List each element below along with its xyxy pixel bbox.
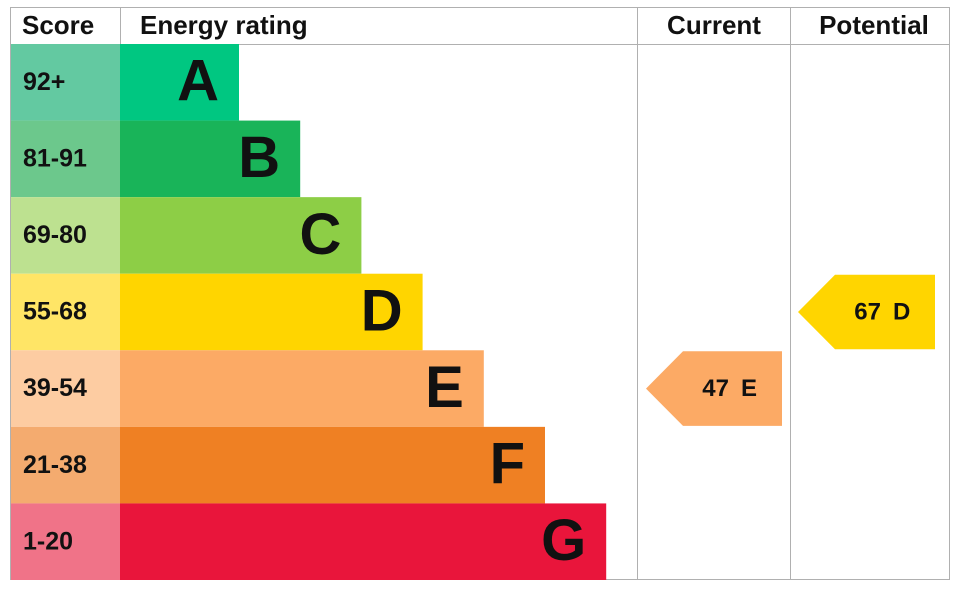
score-label: 39-54	[23, 374, 87, 402]
score-label: 55-68	[23, 298, 87, 326]
current-value: 47	[702, 375, 729, 402]
rating-bar	[120, 350, 484, 427]
potential-value: 67	[854, 298, 881, 325]
rating-letter: A	[177, 49, 219, 114]
rating-bar	[120, 44, 239, 121]
header-current: Current	[667, 10, 761, 40]
rating-letter: D	[361, 278, 403, 343]
score-cell	[11, 197, 120, 274]
header-rating: Energy rating	[140, 10, 308, 40]
score-cell	[11, 503, 120, 580]
score-label: 21-38	[23, 451, 87, 479]
rating-letter: E	[425, 355, 464, 420]
score-label: 69-80	[23, 221, 87, 249]
score-label: 1-20	[23, 527, 73, 555]
score-cell	[11, 350, 120, 427]
rating-bar	[120, 273, 423, 351]
score-cell	[11, 120, 120, 198]
score-label: 81-91	[23, 144, 87, 172]
score-cell	[11, 44, 120, 121]
potential-arrow	[798, 274, 935, 350]
rating-bar	[120, 120, 301, 198]
rating-letter: C	[300, 202, 342, 267]
current-letter: E	[741, 375, 757, 402]
header-potential: Potential	[819, 10, 929, 40]
rating-bar	[120, 503, 607, 580]
rating-bar	[120, 426, 545, 504]
score-cell	[11, 426, 120, 504]
rating-letter: G	[541, 508, 586, 573]
rating-bar	[120, 197, 362, 274]
score-cell	[11, 273, 120, 351]
potential-letter: D	[893, 298, 910, 325]
current-arrow	[646, 351, 782, 426]
rating-letter: F	[490, 431, 525, 496]
header-score: Score	[22, 10, 94, 40]
score-label: 92+	[23, 68, 65, 96]
rating-letter: B	[238, 125, 280, 190]
